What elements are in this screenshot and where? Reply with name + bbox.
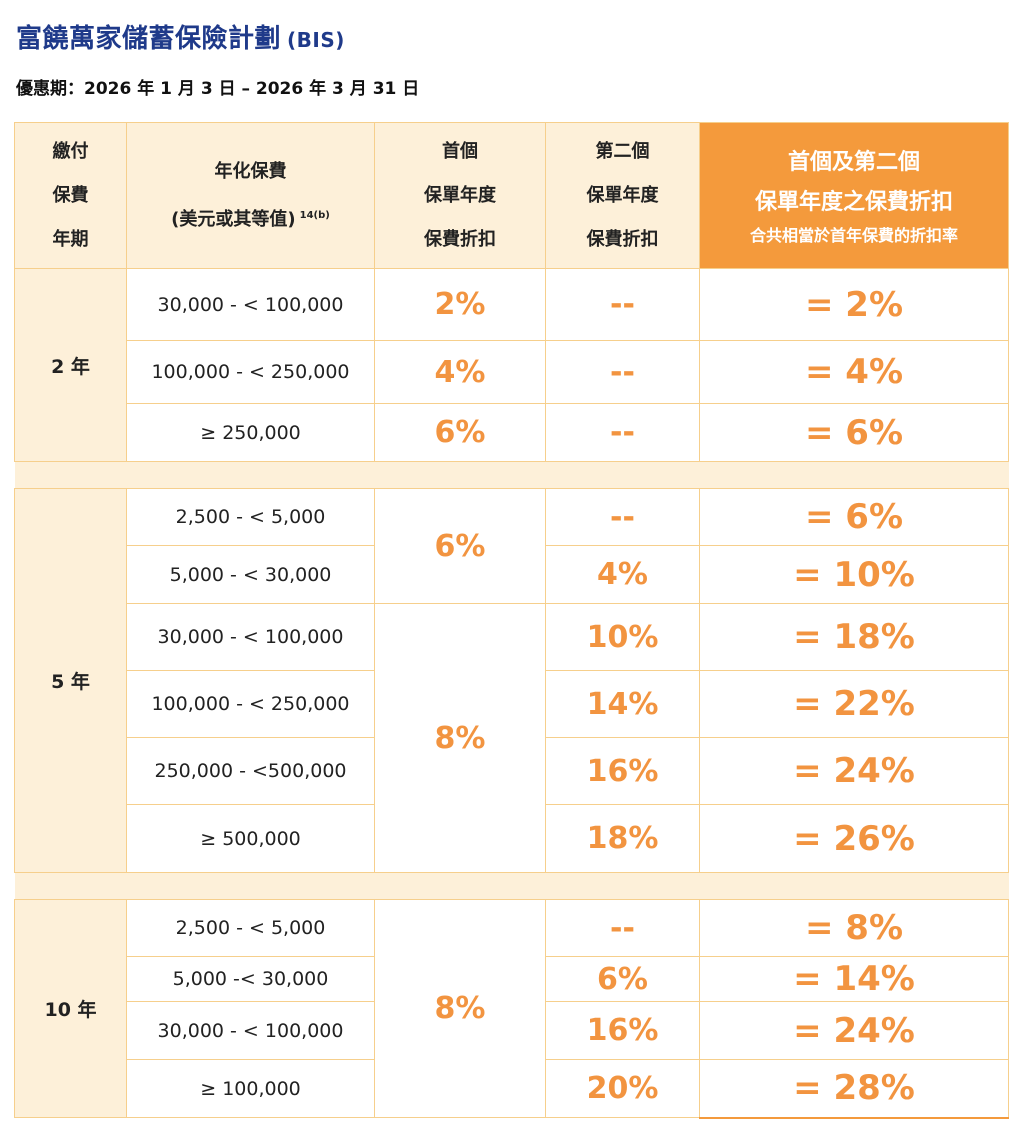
first-year-discount: 8%: [374, 603, 546, 873]
header-second-l3: 保費折扣: [586, 228, 659, 250]
table-row: 100,000 - < 250,000 14% = 22%: [15, 670, 1009, 738]
premium-range: 100,000 - < 250,000: [126, 670, 375, 738]
header-premium: 年化保費 (美元或其等值) 14(b): [126, 122, 375, 269]
title-text: 富饒萬家儲蓄保險計劃: [16, 24, 282, 54]
combined-discount: = 18%: [699, 603, 1009, 671]
combined-discount: = 6%: [699, 403, 1009, 462]
header-first-l1: 首個: [442, 140, 478, 162]
header-term-l3: 年期: [52, 228, 89, 250]
premium-range: 30,000 - < 100,000: [126, 1001, 375, 1060]
header-second-year: 第二個 保單年度 保費折扣: [545, 122, 700, 269]
first-year-discount: 4%: [374, 340, 546, 404]
table-row: 2 年 30,000 - < 100,000 2% -- = 2%: [14, 268, 1009, 462]
header-term-l2: 保費: [52, 184, 89, 206]
first-year-discount: 8%: [374, 899, 546, 1118]
table-row: 5,000 - < 30,000 4% = 10%: [15, 545, 1009, 604]
header-row: 繳付 保費 年期 年化保費 (美元或其等值) 14(b) 首個 保單年度 保費折扣…: [14, 122, 1009, 269]
first-year-discount: 2%: [374, 268, 546, 341]
second-year-discount: --: [545, 403, 700, 462]
premium-range: 30,000 - < 100,000: [126, 603, 375, 671]
second-year-discount: --: [545, 899, 700, 957]
header-combined: 首個及第二個 保單年度之保費折扣 合共相當於首年保費的折扣率: [699, 122, 1009, 269]
combined-discount: = 28%: [699, 1059, 1009, 1119]
second-year-discount: 16%: [545, 1001, 700, 1060]
premium-range: 2,500 - < 5,000: [126, 899, 375, 957]
combined-discount: = 26%: [699, 804, 1009, 873]
table-row: 30,000 - < 100,000 8% 10% = 18%: [15, 603, 1009, 873]
offer-period: 優惠期：2026 年 1 月 3 日 – 2026 年 3 月 31 日: [16, 79, 420, 99]
second-year-discount: 16%: [545, 737, 700, 805]
second-year-discount: 10%: [545, 603, 700, 671]
combined-discount: = 14%: [699, 956, 1009, 1002]
table-row: 250,000 - <500,000 16% = 24%: [15, 737, 1009, 805]
header-combined-l1: 首個及第二個: [787, 149, 920, 175]
combined-discount: = 2%: [699, 268, 1009, 341]
second-year-discount: 4%: [545, 545, 700, 604]
separator-cell: [14, 461, 1009, 489]
footnote-ref: 14(b): [299, 209, 330, 221]
table-row: ≥ 100,000 20% = 28%: [15, 1059, 1009, 1119]
header-premium-l1: 年化保費: [214, 160, 287, 182]
group-separator: [14, 461, 1009, 489]
term-10-years: 10 年: [14, 899, 127, 1118]
second-year-discount: 14%: [545, 670, 700, 738]
premium-range: ≥ 250,000: [126, 403, 375, 462]
second-year-discount: 20%: [545, 1059, 700, 1118]
table-row: ≥ 250,000 6% -- = 6%: [15, 403, 1009, 462]
header-first-l2: 保單年度: [424, 184, 496, 206]
premium-range: 250,000 - <500,000: [126, 737, 375, 805]
combined-discount: = 4%: [699, 340, 1009, 404]
header-premium-unit: (美元或其等值): [171, 208, 296, 230]
premium-range: 100,000 - < 250,000: [126, 340, 375, 404]
table-row: 5 年 2,500 - < 5,000 6% -- = 6%: [14, 488, 1009, 873]
combined-discount: = 10%: [699, 545, 1009, 604]
premium-range: ≥ 100,000: [126, 1059, 375, 1118]
header-first-l3: 保費折扣: [424, 228, 496, 250]
second-year-discount: --: [545, 340, 700, 404]
separator-cell: [14, 872, 1009, 900]
group-separator: [14, 872, 1009, 900]
table-row: 5,000 -< 30,000 6% = 14%: [15, 956, 1009, 1002]
header-combined-l3: 合共相當於首年保費的折扣率: [749, 225, 958, 245]
table-row: 10 年 2,500 - < 5,000 8% -- = 8%: [14, 899, 1009, 1118]
first-year-discount: 6%: [374, 488, 546, 604]
header-term-l1: 繳付: [52, 140, 89, 162]
premium-range: ≥ 500,000: [126, 804, 375, 873]
term-5-years: 5 年: [14, 488, 127, 873]
table-row: 100,000 - < 250,000 4% -- = 4%: [15, 340, 1009, 404]
premium-range: 30,000 - < 100,000: [126, 268, 375, 341]
premium-range: 5,000 -< 30,000: [126, 956, 375, 1002]
combined-discount: = 24%: [699, 737, 1009, 805]
second-year-discount: 6%: [545, 956, 700, 1002]
combined-discount: = 22%: [699, 670, 1009, 738]
combined-discount: = 8%: [699, 899, 1009, 957]
combined-discount: = 6%: [699, 488, 1009, 546]
header-combined-l2: 保單年度之保費折扣: [754, 189, 953, 215]
page-title: 富饒萬家儲蓄保險計劃 (BIS): [16, 18, 345, 55]
second-year-discount: 18%: [545, 804, 700, 873]
header-premium-l2: (美元或其等值) 14(b): [127, 194, 374, 242]
table-row: ≥ 500,000 18% = 26%: [15, 804, 1009, 873]
header-second-l2: 保單年度: [586, 184, 659, 206]
premium-range: 2,500 - < 5,000: [126, 488, 375, 546]
table-row: 30,000 - < 100,000 16% = 24%: [15, 1001, 1009, 1060]
premium-range: 5,000 - < 30,000: [126, 545, 375, 604]
second-year-discount: --: [545, 268, 700, 341]
discount-table: 繳付 保費 年期 年化保費 (美元或其等值) 14(b) 首個 保單年度 保費折扣…: [14, 122, 1009, 1119]
combined-discount: = 24%: [699, 1001, 1009, 1060]
term-2-years: 2 年: [14, 268, 127, 462]
header-first-year: 首個 保單年度 保費折扣: [374, 122, 546, 269]
second-year-discount: --: [545, 488, 700, 546]
header-second-l1: 第二個: [595, 140, 650, 162]
header-term: 繳付 保費 年期: [14, 122, 127, 269]
first-year-discount: 6%: [374, 403, 546, 462]
title-code: (BIS): [287, 28, 345, 52]
